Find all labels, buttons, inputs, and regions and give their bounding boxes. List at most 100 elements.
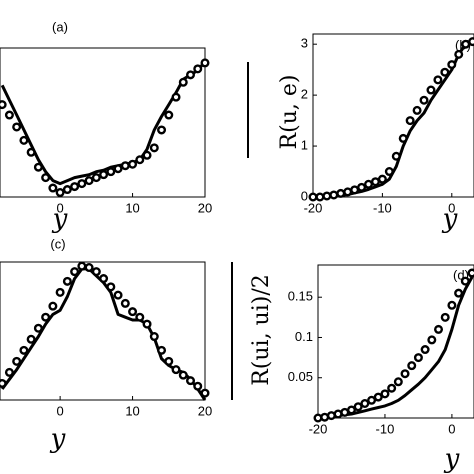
marker — [62, 276, 72, 286]
line — [0, 267, 207, 401]
marker — [346, 405, 356, 415]
marker — [426, 85, 436, 95]
marker — [377, 174, 387, 184]
marker — [171, 92, 181, 102]
marker — [384, 167, 394, 177]
marker — [454, 288, 464, 298]
marker — [178, 77, 188, 87]
marker — [171, 365, 181, 375]
marker — [26, 334, 36, 344]
marker — [106, 167, 116, 177]
marker — [135, 155, 145, 165]
axes-box — [317, 264, 474, 419]
marker — [350, 185, 360, 195]
x-tick-label: -20 — [309, 421, 328, 436]
axes-box — [0, 47, 206, 198]
marker — [427, 335, 437, 345]
marker — [461, 39, 471, 49]
marker — [149, 332, 159, 342]
marker — [70, 182, 80, 192]
marker — [99, 170, 109, 180]
marker — [434, 324, 444, 334]
marker — [413, 353, 423, 363]
marker — [440, 312, 450, 322]
marker — [200, 58, 210, 68]
marker — [447, 60, 457, 70]
marker — [157, 125, 167, 135]
x-tick-label: 10 — [125, 403, 139, 418]
marker — [106, 282, 116, 292]
marker — [55, 287, 65, 297]
marker — [142, 150, 152, 160]
y-tick-label: 2 — [301, 87, 308, 102]
marker — [135, 312, 145, 322]
marker — [393, 377, 403, 387]
marker — [391, 151, 401, 161]
x-tick-label: 20 — [198, 403, 212, 418]
marker — [407, 361, 417, 371]
marker — [329, 190, 339, 200]
x-tick-label: 20 — [198, 200, 212, 215]
panel-title: (a) — [52, 19, 68, 34]
marker — [113, 164, 123, 174]
marker — [440, 67, 450, 77]
marker — [70, 267, 80, 277]
marker — [0, 100, 7, 110]
marker — [186, 376, 196, 386]
marker — [149, 143, 159, 153]
marker — [157, 345, 167, 355]
marker — [336, 188, 346, 198]
y-tick-label: 0.1 — [295, 329, 313, 344]
marker — [360, 399, 370, 409]
marker — [120, 298, 130, 308]
marker — [433, 75, 443, 85]
marker — [12, 356, 22, 366]
marker — [84, 263, 94, 273]
marker — [454, 49, 464, 59]
marker — [400, 369, 410, 379]
x-axis-label: y — [52, 204, 68, 234]
marker — [373, 392, 383, 402]
marker — [33, 162, 43, 172]
marker — [4, 367, 14, 377]
x-tick-label: 0 — [448, 200, 455, 215]
marker — [120, 161, 130, 171]
y-tick-label: 3 — [301, 36, 308, 51]
x-tick-label: 0 — [57, 403, 64, 418]
marker — [48, 301, 58, 311]
marker — [370, 177, 380, 187]
marker — [315, 192, 325, 202]
marker — [193, 381, 203, 391]
marker — [357, 182, 367, 192]
marker — [48, 183, 58, 193]
marker — [447, 300, 457, 310]
y-tick-label: 0 — [301, 188, 308, 203]
x-tick-label: 0 — [57, 200, 64, 215]
marker — [398, 133, 408, 143]
marker — [91, 267, 101, 277]
axes-box — [0, 261, 206, 401]
marker — [467, 268, 474, 278]
marker — [19, 135, 29, 145]
marker — [412, 105, 422, 115]
x-tick-label: 0 — [448, 421, 455, 436]
marker — [380, 389, 390, 399]
marker — [405, 116, 415, 126]
marker — [200, 388, 210, 398]
marker — [55, 188, 65, 198]
marker — [113, 290, 123, 300]
x-tick-label: 10 — [125, 200, 139, 215]
marker — [128, 159, 138, 169]
marker — [186, 70, 196, 80]
marker — [99, 274, 109, 284]
y-tick-label: 0.05 — [288, 369, 313, 384]
line — [0, 60, 207, 186]
panel-title: (c) — [50, 236, 65, 251]
marker — [91, 173, 101, 183]
marker — [322, 191, 332, 201]
marker — [33, 323, 43, 333]
marker — [19, 345, 29, 355]
marker — [193, 64, 203, 74]
x-tick-label: -20 — [304, 200, 323, 215]
